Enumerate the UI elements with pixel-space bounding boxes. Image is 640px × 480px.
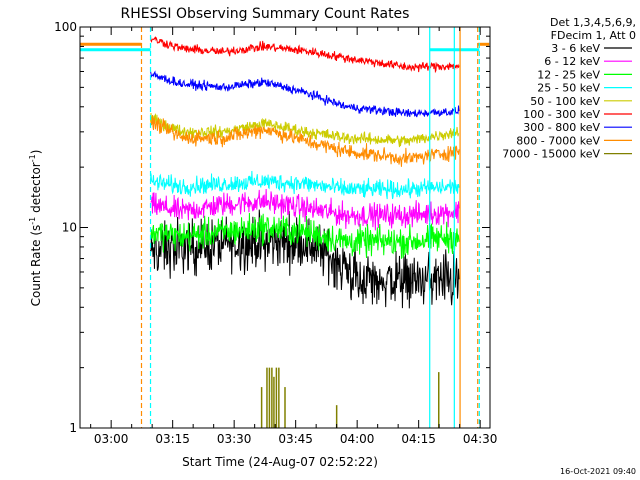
- y-tick-label-0: 100: [54, 20, 77, 34]
- chart-title: RHESSI Observing Summary Count Rates: [121, 6, 410, 22]
- x-tick-label-6: 04:30: [463, 432, 498, 446]
- legend-label-1: 6 - 12 keV: [544, 55, 600, 68]
- legend-label-6: 300 - 800 keV: [523, 121, 600, 134]
- legend-label-0: 3 - 6 keV: [551, 42, 600, 55]
- x-tick-label-3: 03:45: [278, 432, 313, 446]
- x-tick-label-1: 03:15: [155, 432, 190, 446]
- legend-label-4: 50 - 100 keV: [530, 95, 600, 108]
- x-tick-label-2: 03:30: [217, 432, 252, 446]
- y-axis-label: Count Rate (s-1 detector-1): [28, 150, 43, 307]
- legend-label-3: 25 - 50 keV: [537, 82, 600, 95]
- axes: 100 10 1 03:00 03:15 03:30 03:45 04:00 04:15 04:3…: [54, 20, 497, 446]
- legend-header-line-1: Det 1,3,4,5,6,9,: [550, 16, 636, 29]
- y-tick-label-2: 1: [69, 421, 77, 435]
- generation-timestamp: 16-Oct-2021 09:40: [560, 467, 636, 476]
- legend-label-2: 12 - 25 keV: [537, 68, 600, 81]
- legend-label-8: 7000 - 15000 keV: [502, 148, 600, 161]
- series-line-7: [150, 115, 460, 167]
- x-tick-label-5: 04:15: [401, 432, 436, 446]
- x-tick-label-0: 03:00: [94, 432, 129, 446]
- legend: Det 1,3,4,5,6,9, FDecim 1, Att 0 3 - 6 k…: [502, 16, 636, 161]
- legend-header-line-2: FDecim 1, Att 0: [551, 29, 636, 42]
- series-line-5: [150, 36, 460, 74]
- x-tick-label-4: 04:00: [340, 432, 375, 446]
- series-line-2: [150, 213, 460, 259]
- y-tick-label-1: 10: [62, 221, 77, 235]
- series-line-4: [150, 112, 460, 148]
- series-layer: [80, 36, 490, 428]
- legend-label-5: 100 - 300 keV: [523, 108, 600, 121]
- x-axis-label: Start Time (24-Aug-07 02:52:22): [182, 455, 378, 469]
- series-line-6: [150, 70, 460, 118]
- marker-lines: [140, 27, 480, 428]
- series-line-0: [150, 209, 460, 309]
- series-line-1: [150, 189, 460, 231]
- legend-label-7: 800 - 7000 keV: [516, 134, 600, 147]
- series-line-3: [150, 170, 460, 200]
